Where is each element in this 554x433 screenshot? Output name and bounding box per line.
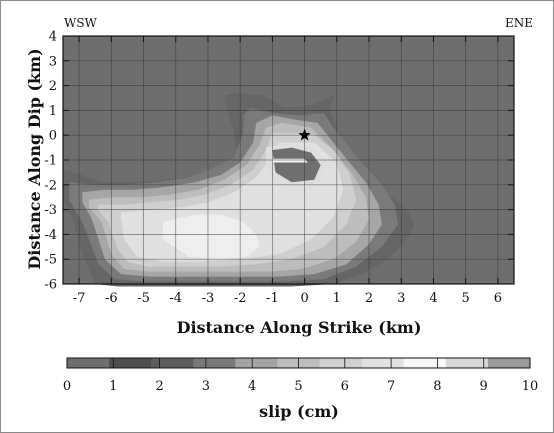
x-axis-title: Distance Along Strike (km): [177, 318, 422, 337]
hypocenter-star-icon: [298, 128, 311, 141]
y-tick-label: 4: [49, 30, 57, 45]
colorbar: 0 1 2 3 4 5 6 7 8 9 10: [63, 357, 539, 394]
colorbar-segment: [319, 358, 362, 368]
contour-region-7-8-6: [162, 214, 260, 260]
x-tick-label: 3: [397, 291, 405, 306]
colorbar-tick-label: 9: [480, 379, 488, 394]
colorbar-segment: [109, 358, 152, 368]
x-tick-label: 2: [365, 291, 373, 306]
colorbar-segment: [67, 358, 110, 368]
x-tick-label: 1: [333, 291, 341, 306]
corner-label-wsw: WSW: [64, 16, 98, 30]
colorbar-tick-label: 6: [341, 379, 349, 394]
colorbar-tick-label: 2: [155, 379, 163, 394]
x-tick-label: 0: [300, 291, 308, 306]
y-tick-label: 2: [49, 79, 57, 94]
colorbar-tick-label: 7: [387, 379, 395, 394]
x-tick-label: -5: [137, 291, 150, 306]
colorbar-segment: [193, 358, 236, 368]
colorbar-tick-label: 10: [522, 379, 539, 394]
y-tick-label: -4: [44, 228, 57, 243]
x-tick-label: -7: [73, 291, 86, 306]
y-tick-label: 3: [49, 54, 57, 69]
colorbar-tick-label: 8: [433, 379, 441, 394]
x-tick-label: 5: [462, 291, 470, 306]
x-tick-label: 6: [494, 291, 502, 306]
x-tick-label: -2: [234, 291, 247, 306]
y-tick-label: 0: [49, 129, 57, 144]
y-axis-title: Distance Along Dip (km): [25, 48, 44, 269]
colorbar-segment: [403, 358, 447, 368]
x-tick-label: -3: [202, 291, 215, 306]
x-tick-label: -1: [266, 291, 279, 306]
colorbar-tick-label: 3: [202, 379, 210, 394]
colorbar-tick-label: 5: [294, 379, 302, 394]
contour-region-8-9-9: [272, 158, 308, 163]
y-tick-label: -3: [44, 203, 57, 218]
colorbar-segment: [487, 358, 531, 368]
colorbar-title: slip (cm): [259, 402, 339, 421]
y-tick-label: -6: [44, 278, 57, 293]
y-tick-label: 1: [49, 104, 57, 119]
x-tick-label: -4: [169, 291, 182, 306]
contour-region-2-3-8: [272, 147, 321, 183]
corner-label-ene: ENE: [505, 16, 533, 30]
y-tick-label: -2: [44, 178, 57, 193]
colorbar-segment: [361, 358, 405, 368]
y-tick-label: -1: [44, 154, 57, 169]
colorbar-segment: [235, 358, 278, 368]
x-tick-label: 4: [429, 291, 437, 306]
colorbar-tick-label: 4: [248, 379, 256, 394]
x-tick-label: -6: [105, 291, 118, 306]
colorbar-tick-label: 1: [109, 379, 117, 394]
colorbar-tick-label: 0: [63, 379, 71, 394]
colorbar-segment: [151, 358, 194, 368]
colorbar-segment: [445, 358, 489, 368]
main-plot: -7 -6 -5 -4 -3 -2 -1 0 1 2 3 4 5 6 4 3 2 1 0 -1 -2 -3 -4 -5 -6: [44, 30, 515, 306]
y-tick-label: -5: [44, 253, 57, 268]
